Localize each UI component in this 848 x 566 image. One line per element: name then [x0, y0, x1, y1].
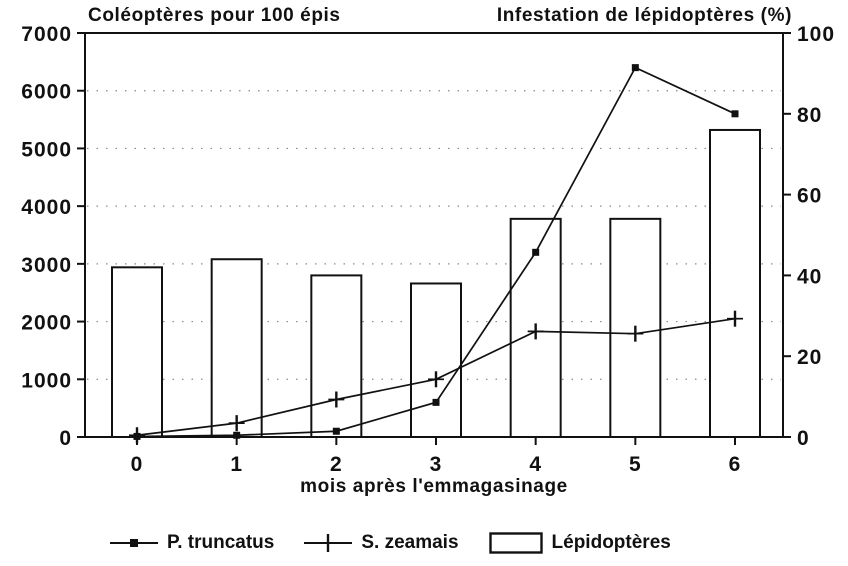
left-axis-tick-label: 0 — [59, 427, 72, 450]
left-axis-tick-label: 5000 — [21, 138, 72, 161]
left-axis-tick-label: 3000 — [21, 254, 72, 277]
x-axis-tick-label: 2 — [330, 453, 343, 476]
open-bar-marker-icon — [488, 532, 543, 554]
legend-item-p-truncatus: P. truncatus — [110, 532, 274, 554]
left-axis-tick-label: 7000 — [21, 23, 72, 46]
p-truncatus-marker-month-5 — [631, 64, 639, 72]
plot-frame — [84, 32, 784, 438]
p-truncatus-marker-month-3 — [432, 398, 440, 406]
right-axis-tick-label: 80 — [797, 104, 822, 127]
x-axis-tick-label: 3 — [430, 453, 443, 476]
right-axis-tick-label: 20 — [797, 346, 822, 369]
p-truncatus-marker-month-2 — [332, 427, 340, 435]
x-axis-tick-label: 1 — [230, 453, 243, 476]
x-axis-tick-label: 5 — [629, 453, 642, 476]
lepidopteres-bar-month-1 — [210, 258, 263, 438]
lepidopteres-bar-month-3 — [410, 282, 462, 439]
legend-item-lepidopteres: Lépidoptères — [488, 532, 671, 554]
line-plus-marker-icon — [304, 534, 353, 552]
right-axis-tick-label: 0 — [797, 427, 810, 450]
left-axis-tick-label: 1000 — [21, 369, 72, 392]
left-axis-title: Coléoptères pour 100 épis — [88, 5, 341, 26]
x-axis-tick-label: 4 — [529, 453, 542, 476]
p-truncatus-marker-month-4 — [532, 248, 540, 256]
lepidopteres-bar-month-6 — [709, 128, 761, 439]
x-axis-tick-label: 0 — [131, 453, 144, 476]
lepidopteres-bar-month-2 — [310, 274, 363, 438]
left-axis-tick-label: 2000 — [21, 312, 72, 335]
right-axis-tick-label: 100 — [797, 23, 835, 46]
right-axis-tick-label: 60 — [797, 185, 822, 208]
legend-label: S. zeamais — [361, 532, 459, 553]
p-truncatus-marker-month-6 — [731, 110, 739, 118]
lepidopteres-bar-month-0 — [111, 266, 163, 438]
left-axis-tick-label: 4000 — [21, 196, 72, 219]
legend: P. truncatus S. zeamais Lépidoptères — [110, 532, 671, 554]
left-axis-tick-label: 6000 — [21, 81, 72, 104]
x-axis-title: mois après l'emmagasinage — [300, 476, 568, 497]
right-axis-tick-label: 40 — [797, 265, 822, 288]
legend-label: P. truncatus — [167, 532, 275, 553]
right-axis-title: Infestation de lépidoptères (%) — [496, 5, 792, 26]
x-axis-tick-label: 6 — [729, 453, 742, 476]
p-truncatus-marker-month-1 — [233, 431, 241, 439]
line-square-marker-icon — [110, 539, 158, 547]
legend-label: Lépidoptères — [551, 532, 671, 553]
legend-item-s-zeamais: S. zeamais — [304, 532, 459, 554]
